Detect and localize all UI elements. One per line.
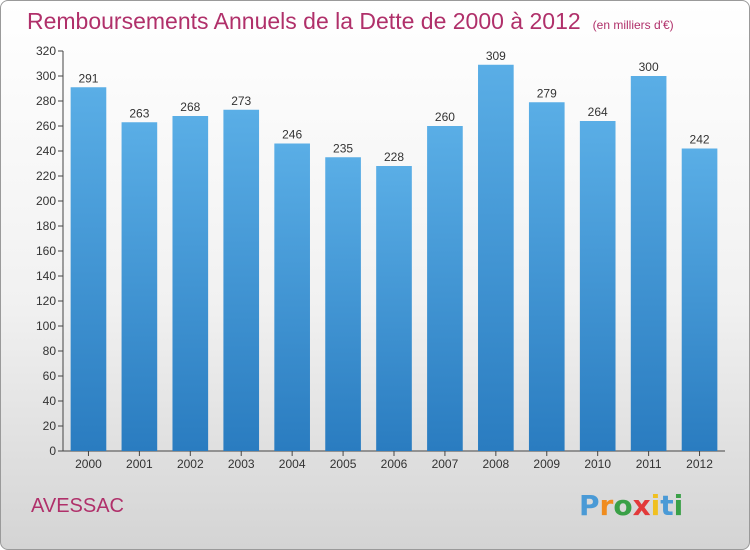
chart-unit: (en milliers d'€) [592,18,674,32]
y-tick-label: 240 [36,144,56,158]
x-tick-label: 2006 [381,457,408,471]
bar-value-label: 268 [180,100,200,114]
logo-letter: r [599,489,614,522]
bar-2010 [579,121,616,451]
bar-value-label: 246 [282,128,302,142]
bar-value-label: 309 [486,49,506,63]
bar-value-label: 235 [333,141,353,155]
bar-2009 [528,102,565,451]
x-tick-label: 2005 [330,457,357,471]
commune-name: AVESSAC [31,495,124,517]
logo-letter: i [650,489,661,522]
bar-value-label: 273 [231,94,251,108]
bar-2000 [70,87,107,451]
y-tick-label: 260 [36,119,56,133]
x-tick-label: 2001 [126,457,153,471]
y-tick-label: 40 [43,394,57,408]
bars: 291 263 268 273 246 235 228 260 309 279 264 300 242 [70,49,718,451]
bar-value-label: 242 [690,133,710,147]
y-tick-label: 60 [43,369,57,383]
x-tick-label: 2009 [533,457,560,471]
axes: 0 20 40 60 80 100 120 140 160 180 200 220 240 260 280 3… [36,44,725,471]
y-tick-label: 280 [36,94,56,108]
bar-value-label: 300 [639,60,659,74]
bar-2001 [121,122,158,451]
bar-value-label: 228 [384,150,404,164]
proxiti-logo: Proxiti [579,489,683,522]
y-tick-label: 20 [43,419,57,433]
logo-letter: t [660,489,674,522]
y-tick-label: 200 [36,194,56,208]
x-tick-label: 2011 [636,457,662,471]
y-tick-label: 320 [36,44,56,58]
x-tick-label: 2002 [177,457,204,471]
bar-value-label: 264 [588,105,608,119]
bar-2002 [172,116,209,451]
bar-2004 [274,143,310,451]
y-tick-label: 120 [36,294,56,308]
y-tick-label: 100 [36,319,56,333]
chart-title: Remboursements Annuels de la Dette de 20… [27,8,674,35]
bar-2006 [376,166,412,451]
y-tick-label: 140 [36,269,56,283]
logo-letter: o [613,489,633,522]
logo-letter: P [579,489,600,522]
x-tick-label: 2007 [432,457,459,471]
logo-letter: i [673,489,684,522]
bar-2011 [630,76,667,451]
bar-value-label: 279 [537,86,557,100]
y-tick-label: 0 [49,444,56,458]
chart-title-text: Remboursements Annuels de la Dette de 20… [27,8,581,34]
bar-2008 [478,64,514,451]
x-tick-label: 2003 [228,457,255,471]
x-tick-label: 2004 [279,457,306,471]
y-tick-label: 180 [36,219,56,233]
bar-value-label: 260 [435,110,455,124]
bar-2005 [325,157,361,451]
y-tick-label: 300 [36,69,56,83]
y-tick-label: 160 [36,244,56,258]
bar-2007 [427,126,463,451]
logo-letter: x [632,489,651,522]
x-tick-label: 2012 [686,457,713,471]
x-tick-label: 2000 [75,457,102,471]
bar-value-label: 263 [129,106,149,120]
bar-2012 [681,148,718,451]
y-tick-label: 220 [36,169,56,183]
y-tick-label: 80 [43,344,57,358]
bar-value-label: 291 [78,71,98,85]
x-tick-label: 2010 [584,457,611,471]
bar-2003 [223,109,260,451]
x-tick-label: 2008 [482,457,509,471]
